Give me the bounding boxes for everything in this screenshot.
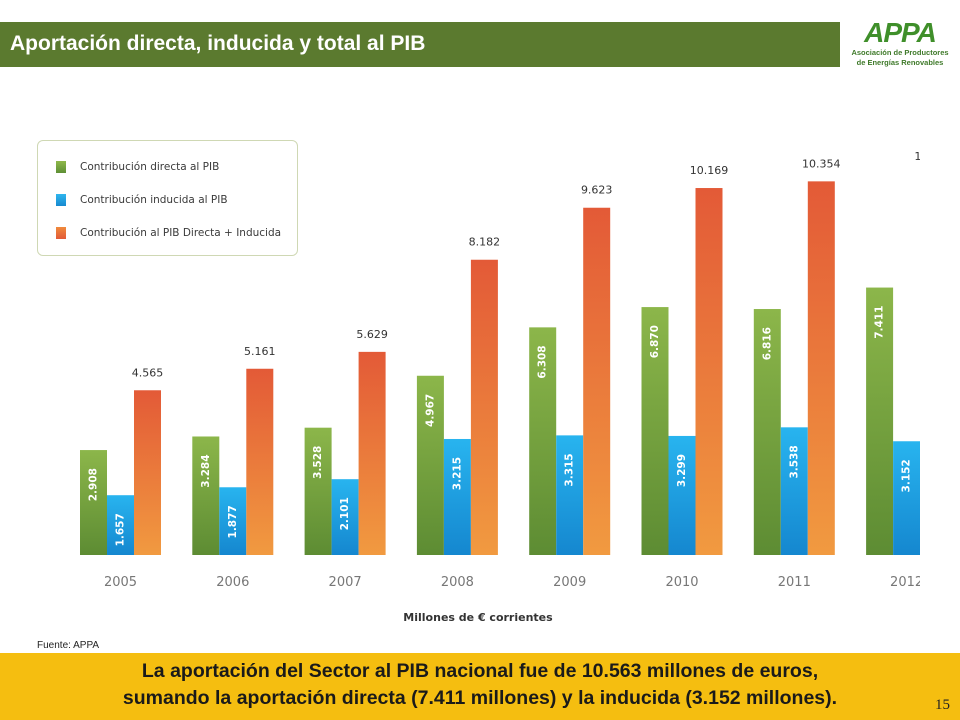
data-label-induced-2007: 2.101 bbox=[339, 497, 351, 530]
footer-line-2: sumando la aportación directa (7.411 mil… bbox=[122, 687, 838, 709]
bar-direct-2012 bbox=[866, 287, 894, 555]
data-label-total-2010: 10.169 bbox=[690, 164, 729, 177]
data-label-direct-2008: 4.967 bbox=[424, 394, 436, 427]
data-label-direct-2010: 6.870 bbox=[649, 325, 661, 358]
appa-logo-mark: APPA bbox=[863, 18, 937, 46]
bar-direct-2010 bbox=[641, 307, 669, 555]
x-tick-label-2010: 2010 bbox=[665, 575, 698, 590]
data-label-induced-2006: 1.877 bbox=[227, 505, 239, 538]
x-tick-label-2009: 2009 bbox=[553, 575, 586, 590]
data-label-total-2008: 8.182 bbox=[469, 236, 501, 249]
legend-swatch-direct bbox=[56, 161, 66, 174]
legend-label-induced: Contribución inducida al PIB bbox=[80, 194, 228, 207]
data-label-direct-2011: 6.816 bbox=[761, 327, 773, 360]
x-tick-label-2008: 2008 bbox=[441, 575, 474, 590]
legend-label-total: Contribución al PIB Directa + Inducida bbox=[80, 227, 282, 240]
bar-total-2008 bbox=[470, 259, 498, 555]
x-tick-label-2007: 2007 bbox=[329, 575, 362, 590]
appa-logo-text: APPA bbox=[863, 18, 936, 46]
bar-direct-2008 bbox=[416, 375, 444, 555]
bar-total-2006 bbox=[246, 368, 274, 555]
bar-induced-2010 bbox=[668, 435, 696, 555]
x-tick-label-2005: 2005 bbox=[104, 575, 137, 590]
data-label-induced-2009: 3.315 bbox=[564, 453, 576, 486]
legend-swatch-total bbox=[56, 227, 66, 240]
legend-swatch-induced bbox=[56, 194, 66, 207]
x-tick-label-2006: 2006 bbox=[216, 575, 249, 590]
source-note: Fuente: APPA bbox=[37, 640, 100, 651]
footer-summary: La aportación del Sector al PIB nacional… bbox=[20, 658, 940, 712]
bar-induced-2007 bbox=[331, 479, 359, 555]
bar-direct-2009 bbox=[529, 327, 557, 555]
data-label-induced-2011: 3.538 bbox=[788, 445, 800, 478]
data-label-direct-2006: 3.284 bbox=[200, 454, 212, 487]
bar-induced-2006 bbox=[219, 487, 247, 555]
chart-legend: Contribución directa al PIB Contribución… bbox=[37, 140, 298, 256]
bar-direct-2006 bbox=[192, 436, 220, 555]
legend-item-direct: Contribución directa al PIB bbox=[56, 161, 220, 174]
data-label-total-2006: 5.161 bbox=[244, 345, 276, 358]
bar-direct-2007 bbox=[304, 427, 332, 555]
data-label-direct-2009: 6.308 bbox=[537, 345, 549, 378]
data-label-direct-2007: 3.528 bbox=[312, 446, 324, 479]
legend-item-induced: Contribución inducida al PIB bbox=[56, 194, 228, 207]
bar-induced-2009 bbox=[556, 435, 584, 555]
data-label-induced-2005: 1.657 bbox=[115, 513, 127, 546]
bar-induced-2012 bbox=[893, 441, 920, 555]
bar-total-2011 bbox=[807, 181, 835, 555]
title-bar: Aportación directa, inducida y total al … bbox=[0, 22, 840, 67]
data-label-induced-2008: 3.215 bbox=[451, 457, 463, 490]
x-tick-label-2012: 2012 bbox=[890, 575, 920, 590]
data-label-direct-2005: 2.908 bbox=[88, 468, 100, 501]
appa-logo: APPA Asociación de Productores de Energí… bbox=[842, 18, 958, 70]
data-label-total-2005: 4.565 bbox=[132, 366, 164, 379]
logo-line-2: de Energías Renovables bbox=[856, 58, 944, 67]
legend-label-direct: Contribución directa al PIB bbox=[80, 161, 220, 174]
bar-total-2009 bbox=[583, 207, 611, 555]
x-tick-label-2011: 2011 bbox=[778, 575, 811, 590]
x-axis-label: Millones de € corrientes bbox=[403, 611, 553, 624]
bar-direct-2011 bbox=[753, 309, 781, 555]
bar-induced-2008 bbox=[443, 438, 471, 555]
data-label-total-2009: 9.623 bbox=[581, 184, 613, 197]
data-label-total-2007: 5.629 bbox=[356, 328, 388, 341]
data-label-induced-2010: 3.299 bbox=[676, 454, 688, 487]
slide-title: Aportación directa, inducida y total al … bbox=[10, 32, 426, 55]
footer-line-1: La aportación del Sector al PIB nacional… bbox=[141, 660, 819, 682]
data-label-direct-2012: 7.411 bbox=[874, 306, 886, 339]
legend-item-total: Contribución al PIB Directa + Inducida bbox=[56, 227, 282, 240]
data-label-total-2012: 10.563 bbox=[914, 150, 920, 163]
logo-line-1: Asociación de Productores bbox=[851, 48, 949, 57]
bar-direct-2005 bbox=[80, 450, 107, 555]
bar-induced-2005 bbox=[107, 495, 134, 555]
bar-total-2007 bbox=[358, 351, 386, 555]
bar-induced-2011 bbox=[780, 427, 808, 555]
data-label-induced-2012: 3.152 bbox=[901, 459, 913, 492]
footer-bar: La aportación del Sector al PIB nacional… bbox=[0, 653, 960, 720]
data-label-total-2011: 10.354 bbox=[802, 157, 841, 170]
page-number: 15 bbox=[935, 697, 950, 713]
bar-total-2010 bbox=[695, 188, 723, 555]
bar-chart: 2.908 1.657 4.565 2005 3.284 1.877 5.161 2006 3.… bbox=[80, 150, 920, 624]
bar-total-2005 bbox=[134, 390, 161, 555]
